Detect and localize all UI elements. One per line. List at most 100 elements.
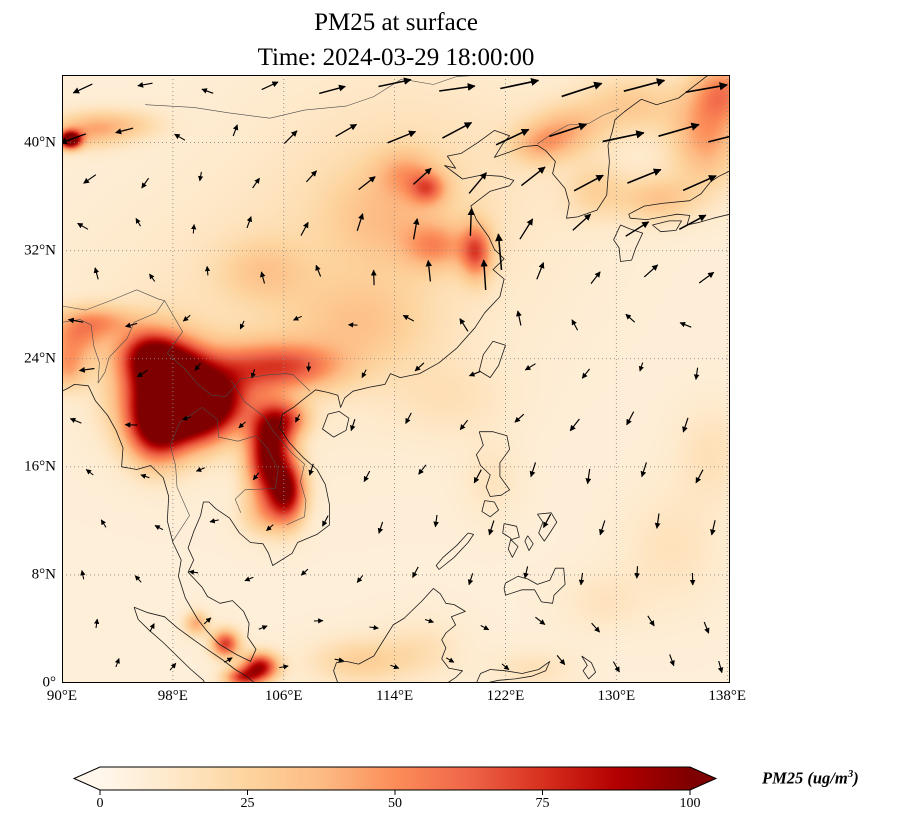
coastline [613, 224, 644, 262]
wind-arrow [169, 662, 177, 671]
y-tick-label: 0° [42, 674, 57, 691]
coastline [581, 655, 596, 680]
coastline [628, 170, 730, 226]
wind-arrow [93, 267, 100, 280]
coastline [133, 606, 255, 683]
wind-arrow [414, 362, 425, 372]
coastline [537, 512, 558, 542]
border-line [201, 407, 279, 513]
wind-arrow [643, 264, 659, 278]
wind-arrow [523, 566, 529, 579]
colorbar-label: PM25 (ug/m3) [762, 768, 859, 789]
wind-arrow [201, 88, 214, 94]
wind-arrow [72, 83, 93, 94]
coastline [62, 75, 710, 662]
wind-arrow [100, 519, 107, 528]
wind-arrow [572, 213, 592, 231]
wind-arrow [425, 259, 433, 282]
wind-arrow [418, 464, 427, 475]
wind-arrow [433, 514, 439, 528]
wind-arrow [300, 568, 309, 576]
wind-arrow [495, 128, 530, 146]
wind-arrow [182, 314, 191, 322]
wind-arrow [439, 83, 476, 92]
y-tick-label: 40°N [24, 134, 56, 151]
coastline [481, 500, 499, 518]
wind-arrow [149, 273, 156, 282]
wind-arrow [300, 221, 309, 236]
y-tick-label: 32°N [24, 242, 56, 259]
x-tick-label: 106°E [264, 688, 303, 704]
wind-arrow [625, 313, 636, 323]
wind-arrow [335, 123, 358, 137]
wind-arrow [258, 625, 268, 631]
wind-arrow [658, 122, 700, 138]
wind-arrow [198, 171, 204, 182]
wind-arrow [556, 655, 566, 666]
wind-arrow [232, 124, 239, 137]
wind-arrow [387, 130, 417, 144]
wind-arrow [204, 265, 211, 276]
wind-arrow [634, 566, 640, 579]
wind-arrow [467, 208, 475, 236]
wind-arrow [140, 473, 150, 479]
wind-arrow [80, 569, 86, 580]
wind-arrow [412, 566, 419, 578]
wind-arrow [698, 271, 715, 284]
wind-arrow [224, 657, 233, 663]
wind-arrow [679, 321, 692, 328]
wind-arrow [279, 664, 289, 670]
wind-arrow [315, 264, 322, 277]
wind-arrow [536, 262, 545, 280]
wind-arrow [377, 521, 384, 534]
wind-arrow [488, 520, 495, 536]
border-line [230, 380, 307, 526]
wind-arrow [703, 621, 710, 634]
wind-arrow [467, 573, 474, 586]
x-tick-label: 114°E [376, 688, 414, 704]
wind-arrow [154, 525, 164, 531]
wind-arrow [640, 462, 647, 478]
wind-arrow [468, 172, 487, 194]
wind-arrow [261, 81, 279, 91]
wind-arrow [549, 122, 588, 138]
wind-arrow [682, 417, 689, 433]
wind-arrow [252, 177, 260, 189]
wind-arrow [578, 572, 585, 586]
wind-arrow [682, 175, 717, 192]
wind-arrow [514, 413, 525, 423]
wind-arrow [319, 84, 346, 95]
wind-arrow [623, 78, 666, 93]
border-line [62, 289, 165, 311]
coastline [476, 431, 510, 497]
y-tick-label: 24°N [24, 350, 56, 367]
x-tick-label: 130°E [597, 688, 636, 704]
colorbar-tick-label: 75 [535, 796, 550, 811]
coastline [133, 607, 206, 683]
wind-arrow [195, 466, 205, 472]
wind-arrow [602, 130, 645, 143]
wind-arrow [134, 575, 142, 583]
wind-arrow [293, 315, 302, 321]
wind-arrow [266, 524, 274, 531]
y-tick-label: 8°N [31, 566, 56, 583]
coastline [652, 220, 682, 233]
country-borders [62, 75, 620, 542]
wind-arrow [569, 418, 580, 432]
wind-arrow [590, 271, 601, 284]
wind-arrow [141, 177, 150, 189]
wind-arrow [194, 362, 202, 371]
colorbar-tick-label: 0 [96, 796, 104, 811]
border-line [62, 300, 165, 384]
wind-arrow [283, 130, 298, 144]
wind-arrow [708, 135, 730, 143]
wind-arrow [136, 369, 148, 378]
wind-arrow [585, 468, 592, 485]
wind-arrow [174, 133, 186, 141]
wind-arrow [361, 369, 367, 379]
wind-arrow [350, 419, 356, 432]
wind-arrow [678, 214, 707, 230]
wind-arrow [591, 622, 601, 633]
wind-arrow [710, 520, 716, 536]
wind-arrow [149, 623, 155, 632]
